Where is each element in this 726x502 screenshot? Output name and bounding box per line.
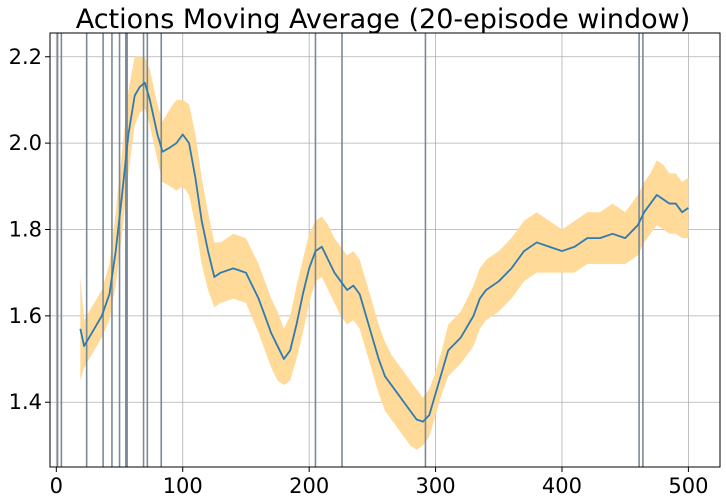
- moving-average-line: [79, 81, 689, 423]
- y-tick-label: 2.2: [9, 45, 42, 69]
- x-tick-label: 400: [542, 474, 582, 498]
- vertical-event-lines: [56, 33, 644, 467]
- x-tick-label: 100: [163, 474, 203, 498]
- y-tick-label: 2.0: [9, 131, 42, 155]
- x-axis-ticks: 0 100 200 300 400 500: [50, 467, 708, 498]
- y-tick-label: 1.6: [9, 304, 42, 328]
- plot-frame: [49, 32, 721, 468]
- x-tick-label: 500: [668, 474, 708, 498]
- x-tick-label: 200: [289, 474, 329, 498]
- band-area: [80, 56, 689, 450]
- confidence-band: [80, 56, 689, 450]
- series-line: [79, 81, 689, 423]
- y-axis-ticks: 1.4 1.6 1.8 2.0 2.2: [9, 45, 50, 414]
- x-tick-label: 0: [50, 474, 63, 498]
- y-tick-label: 1.4: [9, 390, 42, 414]
- x-tick-label: 300: [416, 474, 456, 498]
- chart-title: Actions Moving Average (20-episode windo…: [76, 4, 691, 35]
- y-tick-label: 1.8: [9, 217, 42, 241]
